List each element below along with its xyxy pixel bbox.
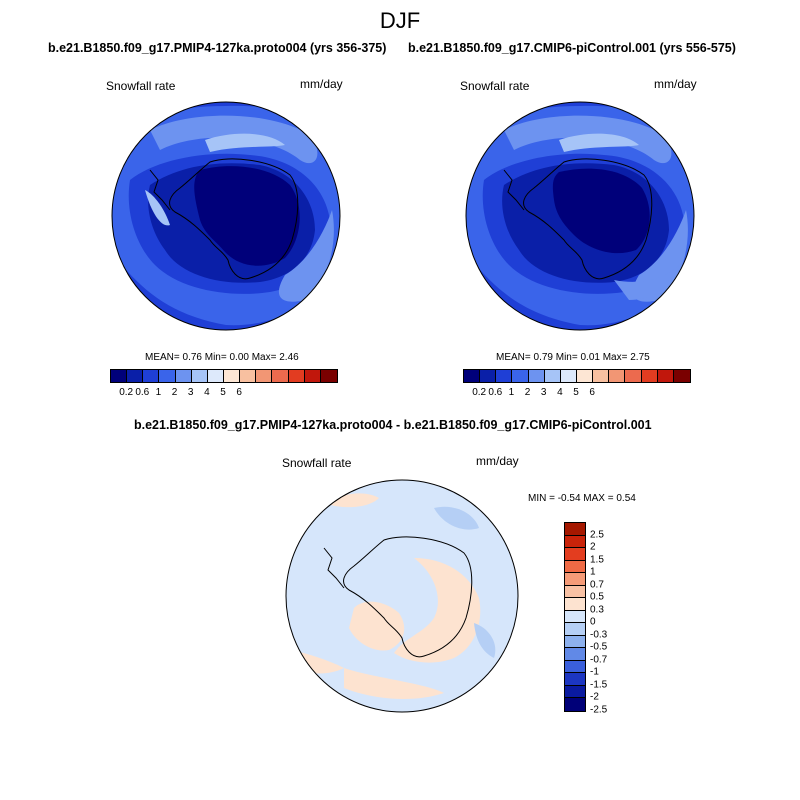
diff-title: b.e21.B1850.f09_g17.PMIP4-127ka.proto004…: [134, 418, 652, 432]
season-title: DJF: [379, 8, 421, 33]
colorbar-swatch: [240, 370, 257, 382]
panel1-coastline: [169, 158, 299, 280]
colorbar-swatch: [565, 610, 585, 624]
colorbar-swatch: [565, 573, 585, 586]
colorbar-swatch: [657, 370, 674, 382]
colorbar-swatch: [320, 370, 337, 382]
colorbar-swatch: [191, 370, 208, 382]
panel1-polar-map: [111, 101, 341, 331]
colorbar-tick-label: 1: [590, 566, 596, 578]
colorbar-swatch: [272, 370, 289, 382]
colorbar-swatch: [256, 370, 273, 382]
colorbar-tick-label: 2: [590, 541, 596, 553]
colorbar-tick-label: 2: [171, 387, 178, 398]
colorbar-swatch: [565, 660, 585, 674]
colorbar-swatch: [159, 370, 176, 382]
colorbar-tick-label: 0.3: [590, 604, 604, 616]
colorbar-tick-label: 4: [557, 387, 563, 398]
colorbar-swatch: [625, 370, 642, 382]
colorbar-tick-label: 1: [155, 387, 162, 398]
colorbar-tick-label: 0.7: [590, 579, 604, 591]
colorbar-swatch: [565, 635, 585, 649]
colorbar-swatch: [673, 370, 690, 382]
colorbar-swatch: [175, 370, 192, 382]
colorbar-swatch: [576, 370, 594, 382]
colorbar-tick-label: 3: [187, 387, 194, 398]
colorbar-swatch: [565, 598, 585, 611]
colorbar-tick-label: -0.3: [590, 629, 608, 641]
colorbar-tick-label: 5: [573, 387, 579, 398]
diff-coastline: [343, 536, 473, 658]
colorbar-swatch: [528, 370, 545, 382]
colorbar-swatch: [565, 698, 585, 711]
colorbar-swatch: [512, 370, 529, 382]
colorbar-swatch: [565, 523, 585, 536]
panel2-coastline: [523, 158, 653, 280]
colorbar-swatch: [544, 370, 561, 382]
colorbar-tick-label: 6: [589, 387, 595, 398]
colorbar-tick-label: 2.5: [590, 529, 604, 541]
colorbar-swatch: [304, 370, 321, 382]
colorbar-swatch: [111, 370, 128, 382]
colorbar-swatch: [565, 585, 585, 599]
colorbar-tick-label: 0.5: [590, 591, 604, 603]
colorbar-swatch: [565, 623, 585, 636]
colorbar-tick-label: -1: [590, 666, 599, 678]
panel1-variable-label: Snowfall rate: [106, 79, 176, 93]
colorbar-swatch: [593, 370, 610, 382]
colorbar-swatch: [127, 370, 144, 382]
colorbar-swatch: [464, 370, 481, 382]
colorbar-tick-label: 0.2: [119, 387, 134, 398]
colorbar-tick-label: 0.6: [135, 387, 150, 398]
colorbar-swatch: [480, 370, 497, 382]
panel1-colorbar: [110, 369, 338, 383]
colorbar-tick-label: 1.5: [590, 554, 604, 566]
colorbar-swatch: [560, 370, 577, 382]
colorbar-swatch: [565, 535, 585, 549]
colorbar-swatch: [207, 370, 224, 382]
diff-stats: MIN = -0.54 MAX = 0.54: [528, 493, 636, 504]
colorbar-tick-label: 3: [540, 387, 547, 398]
diff-polar-map: [285, 479, 519, 713]
colorbar-tick-label: -0.5: [590, 641, 608, 653]
diff-variable-label: Snowfall rate: [282, 456, 352, 470]
panel2-colorbar: [463, 369, 691, 383]
diff-units-label: mm/day: [476, 454, 519, 468]
colorbar-swatch: [496, 370, 513, 382]
panel2-units-label: mm/day: [654, 77, 697, 91]
colorbar-swatch: [565, 648, 585, 661]
colorbar-tick-label: 0: [590, 616, 596, 628]
colorbar-tick-label: -1.5: [590, 679, 608, 691]
panel1-title: b.e21.B1850.f09_g17.PMIP4-127ka.proto004…: [48, 41, 387, 55]
panel2-variable-label: Snowfall rate: [460, 79, 530, 93]
colorbar-swatch: [565, 685, 585, 699]
colorbar-tick-label: -2.5: [590, 704, 608, 716]
panel2-stats: MEAN= 0.79 Min= 0.01 Max= 2.75: [496, 352, 650, 363]
colorbar-tick-label: -0.7: [590, 654, 608, 666]
colorbar-tick-label: 2: [524, 387, 531, 398]
colorbar-tick-label: 5: [220, 387, 226, 398]
colorbar-tick-label: 4: [204, 387, 210, 398]
colorbar-swatch: [565, 560, 585, 574]
colorbar-tick-label: 0.2: [472, 387, 487, 398]
colorbar-swatch: [223, 370, 241, 382]
panel1-stats: MEAN= 0.76 Min= 0.00 Max= 2.46: [145, 352, 299, 363]
panel1-units-label: mm/day: [300, 77, 343, 91]
panel2-title: b.e21.B1850.f09_g17.CMIP6-piControl.001 …: [408, 41, 736, 55]
colorbar-tick-label: -2: [590, 691, 599, 703]
colorbar-tick-label: 6: [236, 387, 242, 398]
colorbar-tick-label: 0.6: [488, 387, 503, 398]
colorbar-swatch: [288, 370, 305, 382]
colorbar-swatch: [143, 370, 160, 382]
colorbar-swatch: [641, 370, 658, 382]
colorbar-swatch: [565, 673, 585, 686]
diff-colorbar: [564, 522, 586, 712]
colorbar-tick-label: 1: [508, 387, 515, 398]
panel2-polar-map: [465, 101, 695, 331]
colorbar-swatch: [565, 548, 585, 561]
colorbar-swatch: [609, 370, 626, 382]
